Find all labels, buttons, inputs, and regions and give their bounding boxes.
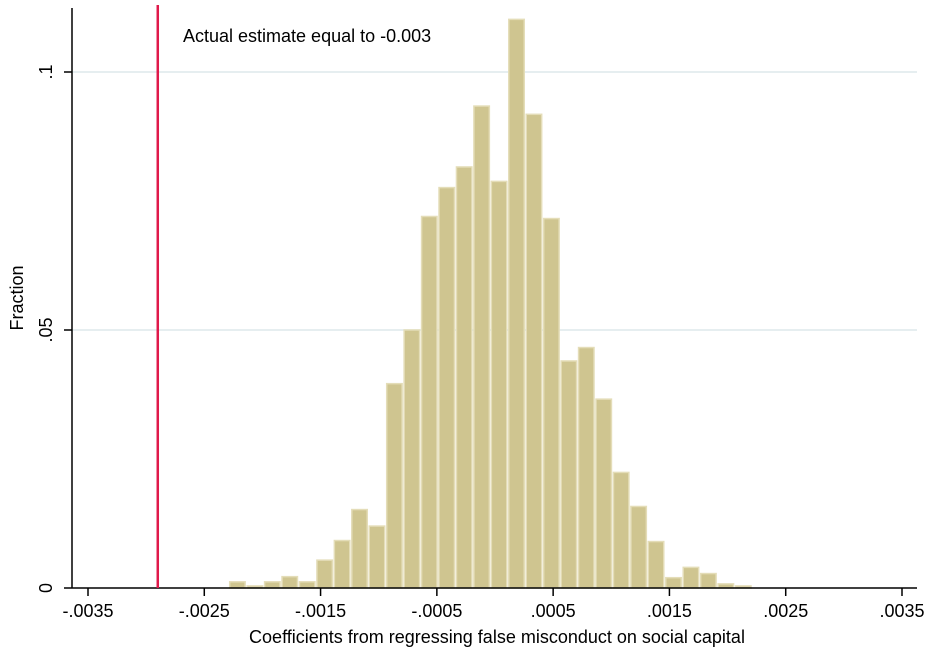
histogram-bar — [542, 217, 560, 589]
x-tick-label: .0015 — [647, 601, 692, 621]
y-tick-label: 0 — [36, 583, 56, 593]
histogram-bar — [665, 576, 682, 589]
y-tick-label: .1 — [36, 64, 56, 79]
histogram-bar — [612, 471, 630, 589]
histogram-bar — [298, 581, 316, 589]
histogram-bar — [333, 539, 351, 589]
x-tick-label: -.0015 — [295, 601, 346, 621]
histogram-bar — [630, 505, 648, 589]
axes — [71, 8, 917, 589]
histogram-bar — [490, 180, 508, 589]
x-ticks: -.0035 -.0025 -.0015 -.0005 .0005 .0015 .0025.… — [62, 588, 925, 621]
y-tick-label: .05 — [36, 317, 56, 342]
x-tick-label: .0005 — [531, 601, 576, 621]
histogram-bar — [420, 215, 438, 589]
x-tick-label: -.0005 — [411, 601, 462, 621]
histogram-bar — [525, 113, 543, 589]
histogram-bar — [682, 566, 700, 589]
x-tick-label: .0035 — [879, 601, 924, 621]
histogram-bar — [577, 346, 595, 589]
histogram-bar — [455, 166, 473, 589]
histogram-bar — [263, 581, 281, 589]
histogram-bar — [647, 540, 665, 589]
y-ticks: 0 .05 .1 — [36, 64, 72, 593]
histogram-bar — [438, 186, 456, 589]
y-axis-title: Fraction — [7, 265, 27, 330]
histogram-bar — [316, 559, 334, 589]
histogram-bar — [368, 525, 386, 589]
histogram-bar — [351, 508, 368, 589]
histogram-bar — [699, 572, 717, 589]
x-axis-title: Coefficients from regressing false misco… — [249, 627, 745, 647]
x-tick-label: .0025 — [763, 601, 808, 621]
histogram-bar — [508, 18, 525, 589]
histogram-bar — [560, 360, 578, 589]
histogram-bar — [473, 105, 491, 589]
histogram-bar — [403, 329, 421, 589]
histogram-bar — [595, 398, 613, 589]
histogram-bar — [228, 581, 246, 589]
x-tick-label: -.0035 — [62, 601, 113, 621]
actual-estimate-annotation: Actual estimate equal to -0.003 — [183, 26, 431, 46]
histogram-bar — [385, 382, 403, 589]
histogram-bars — [228, 18, 752, 589]
histogram-bar — [281, 575, 299, 589]
x-tick-label: -.0025 — [179, 601, 230, 621]
